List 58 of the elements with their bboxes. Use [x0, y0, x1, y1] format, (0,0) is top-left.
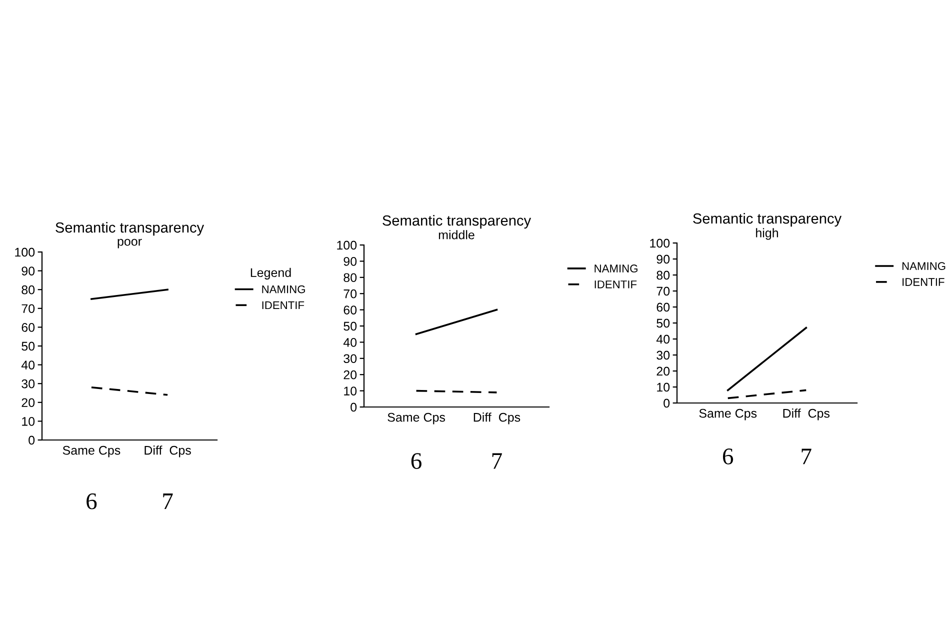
y-tick-label: 10 [22, 417, 35, 426]
y-tick-label: 90 [344, 257, 357, 266]
y-tick-label: 40 [343, 338, 357, 347]
y-tick-label: 80 [344, 273, 357, 282]
y-tick-label: 90 [22, 266, 35, 276]
legend-label: NAMING [594, 264, 638, 272]
y-tick-label: 50 [344, 322, 357, 331]
y-tick-label: 70 [656, 286, 670, 296]
x-tick-label: Same Cps [699, 408, 757, 420]
y-tick-label: 20 [656, 366, 670, 376]
y-tick-label: 100 [650, 238, 670, 248]
y-tick-label: 20 [22, 398, 35, 408]
text: 7 [163, 494, 173, 510]
chart-subtitle: high [756, 228, 778, 240]
y-tick-label: 90 [656, 254, 670, 264]
x-tick-label: Diff Cps [144, 446, 191, 458]
y-tick-label: 100 [15, 248, 35, 257]
chart-title: Semantic transparency [382, 214, 532, 229]
x-tick-label: Same Cps [388, 412, 446, 424]
y-tick-label: 0 [350, 402, 357, 412]
y-tick-label: 70 [344, 289, 357, 298]
text: 6 [86, 493, 97, 510]
y-tick-label: 0 [28, 436, 35, 445]
legend-title: Legend [250, 268, 291, 280]
y-tick-label: 30 [344, 354, 357, 364]
legend-label: IDENTIF [902, 278, 944, 286]
y-tick-label: 40 [656, 334, 670, 344]
y-tick-label: 80 [656, 270, 670, 280]
y-tick-label: 30 [22, 379, 35, 388]
y-tick-label: 80 [22, 285, 35, 294]
text: 6 [722, 448, 734, 464]
x-tick-label: Diff Cps [783, 408, 830, 420]
text: 7 [802, 448, 812, 464]
y-tick-label: 100 [337, 240, 357, 250]
chart-subtitle: poor [118, 238, 142, 248]
legend-label: NAMING [902, 262, 946, 270]
y-tick-label: 10 [344, 386, 357, 396]
chart-subtitle: middle [438, 230, 474, 240]
y-tick-label: 50 [22, 342, 35, 351]
y-tick-label: 50 [656, 318, 670, 328]
text: 6 [411, 453, 422, 469]
y-tick-label: 60 [22, 323, 35, 332]
y-tick-label: 60 [656, 302, 670, 312]
y-tick-label: 40 [21, 360, 35, 370]
y-tick-label: 10 [657, 382, 670, 392]
chart-title: Semantic transparency [56, 222, 204, 236]
x-tick-label: Diff Cps [474, 412, 520, 424]
x-tick-label: Same Cps [62, 446, 120, 458]
chart-title: Semantic transparency [693, 212, 842, 227]
y-tick-label: 20 [344, 370, 357, 380]
legend-label: NAMING [262, 285, 305, 294]
legend-label: IDENTIF [594, 280, 637, 288]
text: 7 [492, 453, 502, 469]
y-tick-label: 30 [656, 350, 670, 360]
y-tick-label: 0 [664, 398, 670, 408]
y-tick-label: 60 [344, 306, 357, 314]
legend-label: IDENTIF [262, 301, 304, 310]
y-tick-label: 70 [22, 304, 35, 314]
